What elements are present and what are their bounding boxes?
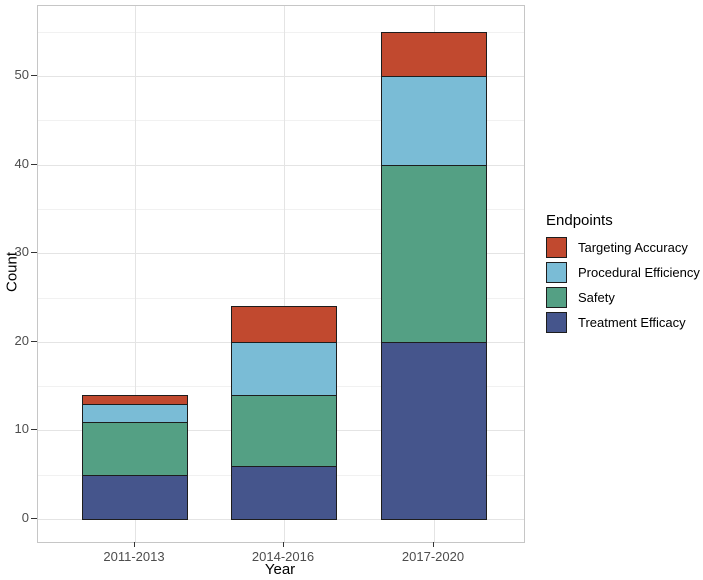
gridline-major-y: [38, 164, 524, 166]
x-axis-title: Year: [264, 561, 296, 578]
y-tick-label: 30: [14, 244, 29, 260]
bar-segment: [82, 394, 188, 405]
y-axis-tick: [31, 340, 37, 342]
y-axis-tick: [31, 252, 37, 254]
bar-segment: [231, 394, 337, 467]
legend: Endpoints Targeting Accuracy Procedural E…: [546, 212, 703, 337]
gridline-minor-y: [38, 297, 524, 299]
x-axis-tick: [433, 542, 434, 547]
gridline-minor-y: [38, 208, 524, 210]
bar-segment: [82, 403, 188, 423]
legend-entry-label: Treatment Efficacy: [578, 315, 686, 330]
legend-key-swatch: [546, 237, 567, 258]
y-axis-tick: [31, 163, 37, 165]
legend-key-swatch: [546, 312, 567, 333]
y-axis-tick: [31, 429, 37, 431]
legend-entries: Targeting Accuracy Procedural Efficiency S…: [546, 237, 703, 333]
x-axis-tick: [134, 542, 135, 547]
legend-entry: Treatment Efficacy: [546, 312, 703, 333]
y-tick-label: 10: [14, 421, 29, 437]
legend-key-swatch: [546, 287, 567, 308]
y-tick-label: 20: [14, 332, 29, 348]
bar-segment: [381, 341, 487, 520]
legend-entry: Procedural Efficiency: [546, 262, 703, 283]
gridline-minor-y: [38, 31, 524, 33]
legend-entry-label: Procedural Efficiency: [578, 265, 700, 280]
legend-entry-label: Targeting Accuracy: [578, 240, 688, 255]
bar-segment: [231, 306, 337, 343]
bar-segment: [82, 421, 188, 476]
bar-segment: [381, 76, 487, 166]
y-tick-label: 40: [14, 155, 29, 171]
x-tick-label: 2011-2013: [103, 549, 165, 564]
bar-segment: [231, 465, 337, 520]
legend-entry: Targeting Accuracy: [546, 237, 703, 258]
bar-segment: [231, 341, 337, 396]
gridline-major-x: [284, 6, 285, 542]
gridline-major-x: [135, 6, 136, 542]
legend-entry: Safety: [546, 287, 703, 308]
gridline-minor-y: [38, 120, 524, 122]
plot-panel: [37, 5, 525, 543]
legend-title: Endpoints: [546, 212, 613, 229]
y-axis-title: Count: [3, 251, 21, 293]
bar-segment: [381, 164, 487, 343]
x-tick-label: 2017-2020: [401, 549, 465, 564]
y-axis-tick: [31, 75, 37, 76]
y-axis-tick: [31, 518, 37, 519]
legend-entry-label: Safety: [578, 290, 615, 305]
y-tick-label: 50: [14, 67, 29, 82]
y-tick-label: 0: [21, 510, 29, 525]
bar-segment: [82, 474, 188, 520]
legend-key-swatch: [546, 262, 567, 283]
x-axis-tick: [283, 542, 284, 547]
x-tick-label: 2014-2016: [251, 549, 315, 564]
gridline-major-y: [38, 253, 524, 255]
gridline-major-y: [38, 76, 524, 77]
bar-segment: [381, 31, 487, 77]
